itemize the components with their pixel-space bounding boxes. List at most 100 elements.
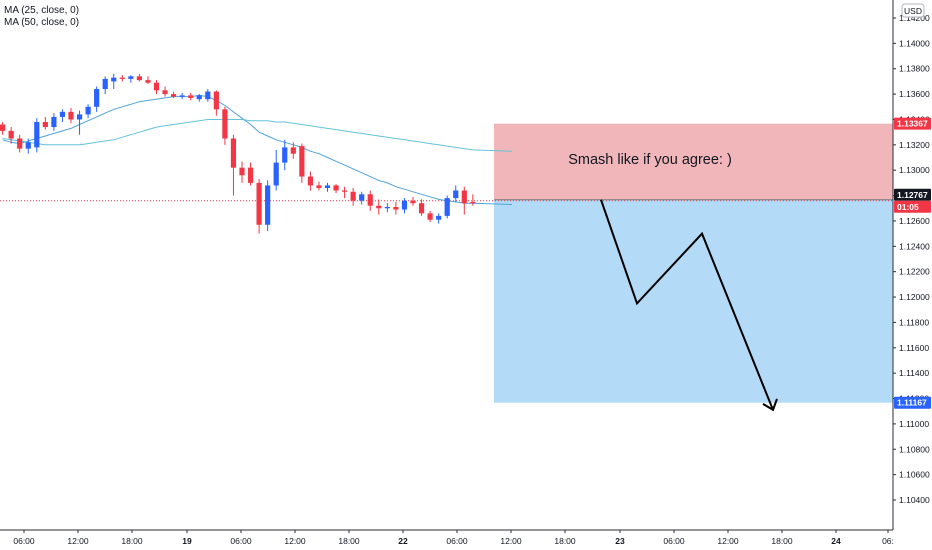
candle: [179, 92, 185, 100]
candle: [102, 76, 108, 95]
candle-body: [205, 91, 211, 100]
time-tick-label: 18:00: [121, 536, 143, 546]
candle-body: [461, 190, 467, 204]
candle-body: [17, 138, 23, 149]
candle: [359, 191, 365, 205]
candle-body: [376, 205, 382, 209]
candle-body: [222, 109, 228, 139]
candle: [461, 186, 467, 215]
time-tick-label: 19: [182, 536, 192, 546]
candle-body: [51, 116, 57, 128]
candle-body: [102, 78, 108, 90]
candle: [393, 201, 399, 215]
price-tick-label: 1.14000: [899, 38, 930, 48]
price-tick-label: 1.11000: [899, 419, 929, 429]
candle: [222, 106, 228, 145]
candle: [213, 90, 219, 116]
candle-body: [333, 185, 339, 191]
candle-body: [94, 89, 100, 107]
candle: [307, 171, 313, 191]
candle-body: [25, 142, 31, 149]
candle-body: [230, 138, 237, 168]
candle: [153, 80, 160, 95]
stop-price-tag-label: 1.13367: [897, 119, 928, 129]
ma25-legend[interactable]: MA (25, close, 0): [4, 5, 80, 16]
candle-body: [350, 191, 356, 201]
candle: [444, 195, 450, 219]
candle-body: [427, 213, 433, 220]
usd-button-label: USD: [904, 6, 922, 16]
ma50-line: [2, 119, 513, 152]
countdown-tag: 01:05: [894, 200, 931, 213]
candle-body: [470, 201, 476, 204]
candle: [239, 161, 245, 183]
candle-body: [453, 190, 459, 199]
time-tick-label: 12:00: [500, 536, 522, 546]
time-tick-label: 12:00: [67, 536, 89, 546]
candle: [230, 134, 237, 196]
candle-body: [290, 147, 296, 154]
candle-body: [256, 182, 262, 225]
candle-body: [34, 122, 40, 148]
candle-body: [359, 194, 365, 201]
price-tick-label: 1.10400: [899, 495, 930, 505]
candle: [136, 73, 142, 82]
candle-body: [444, 198, 450, 216]
candle-body: [162, 90, 168, 95]
price-axis-bg: [893, 0, 932, 550]
candle: [290, 142, 296, 159]
price-tick-label: 1.11800: [899, 317, 929, 327]
candle-body: [136, 76, 142, 81]
price-tick-label: 1.13600: [899, 89, 930, 99]
time-tick-label: 23: [615, 536, 625, 546]
price-tick-label: 1.10800: [899, 444, 930, 454]
candle-body: [179, 95, 185, 97]
target-price-tag: 1.11167: [894, 396, 931, 409]
currency-button[interactable]: USD: [901, 3, 925, 18]
candle-body: [265, 185, 271, 225]
candle: [342, 186, 348, 199]
position-zones: Smash like if you agree: ): [0, 123, 893, 403]
time-axis[interactable]: 06:00 12:00 18:00 19 06:00 12:00 18:00 22 06:00 1…: [0, 529, 894, 546]
candle: [410, 196, 416, 206]
candle: [188, 92, 194, 101]
price-tags: 1.13367 1.12767 01:05 1.11167: [894, 117, 931, 409]
price-tick-label: 1.11600: [899, 343, 929, 353]
price-tick-label: 1.13200: [899, 140, 930, 150]
price-axis[interactable]: 1.142001.140001.138001.136001.134001.132…: [892, 0, 932, 550]
candle: [453, 185, 459, 202]
candle-body: [384, 206, 390, 209]
candle-body: [324, 185, 331, 188]
candle: [376, 199, 382, 215]
candle-body: [299, 146, 305, 177]
candle: [384, 203, 390, 213]
candle-body: [282, 147, 288, 163]
candle-body: [111, 77, 117, 82]
candle: [273, 149, 279, 191]
stop-price-tag-bg: [894, 117, 931, 130]
usd-button-bg: [901, 3, 925, 18]
candle: [42, 116, 48, 130]
candle-body: [119, 77, 125, 79]
candle-body: [436, 215, 442, 220]
time-tick-label: 18:00: [338, 536, 360, 546]
time-tick-label: 06:: [882, 536, 894, 546]
candle-body: [8, 130, 14, 139]
candlesticks: [0, 73, 476, 234]
candle-body: [68, 111, 74, 120]
target-price-tag-label: 1.11167: [897, 398, 927, 408]
candle-body: [153, 82, 160, 91]
target-price-tag-bg: [894, 396, 931, 409]
candle: [171, 91, 177, 98]
ma50-legend[interactable]: MA (50, close, 0): [4, 17, 80, 28]
candle: [436, 213, 442, 224]
candle-body: [273, 162, 279, 186]
time-tick-label: 18:00: [771, 536, 793, 546]
stop-loss-zone: [494, 123, 893, 200]
price-tick-label: 1.14200: [899, 13, 930, 23]
time-tick-label: 24: [831, 536, 841, 546]
candle: [76, 110, 83, 135]
candle: [470, 194, 476, 206]
candle: [299, 143, 305, 183]
